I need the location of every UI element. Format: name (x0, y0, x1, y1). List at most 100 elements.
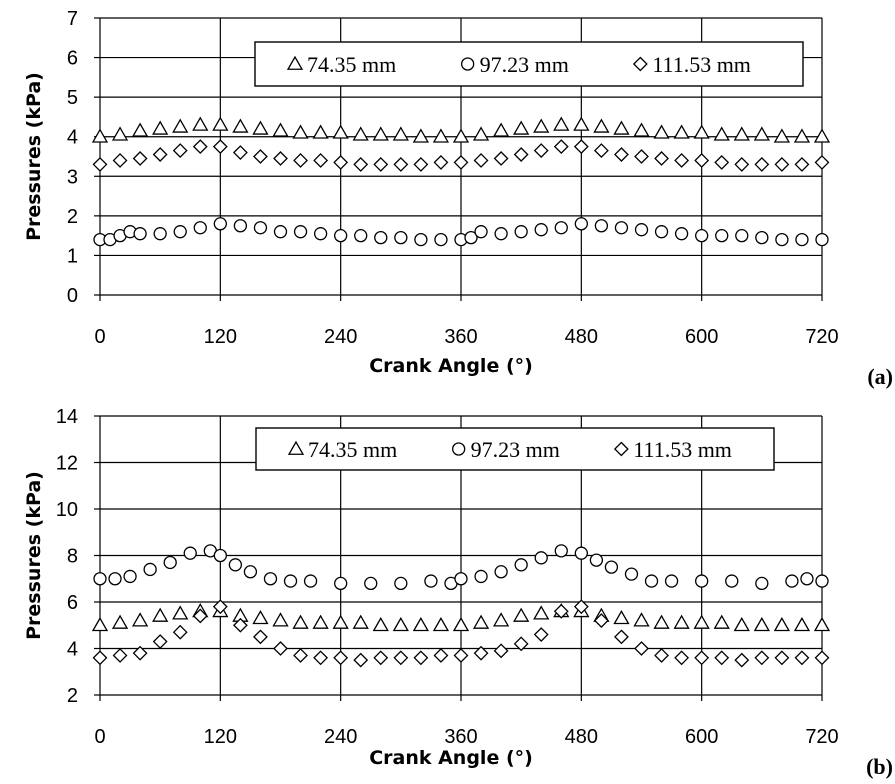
data-point-triangle (212, 116, 229, 131)
data-point-triangle (793, 616, 811, 632)
data-point-circle (514, 558, 528, 572)
data-point-diamond (794, 650, 810, 666)
y-tick-label: 6 (67, 48, 78, 70)
data-point-diamond (614, 629, 629, 645)
x-tick-label: 0 (94, 326, 105, 348)
data-point-diamond (132, 151, 148, 166)
data-point-diamond (172, 624, 188, 640)
data-point-diamond (92, 650, 108, 666)
data-point-diamond (273, 641, 288, 656)
chart-panel-b: 2 4 6 8 10 12 14 0 120 240 360 480 600 720 Crank Angle… (23, 406, 893, 779)
data-point-diamond (774, 156, 790, 172)
data-point-circle (534, 223, 548, 237)
data-point-triangle (332, 124, 349, 139)
data-point-diamond (373, 650, 389, 666)
data-point-circle (143, 562, 157, 577)
data-point-triangle (472, 614, 490, 629)
data-point-diamond (814, 650, 830, 666)
x-tick-label: 120 (204, 326, 237, 348)
y-tick-label: 6 (67, 592, 78, 614)
data-point-diamond (614, 147, 629, 162)
data-point-circle (123, 569, 137, 584)
data-point-diamond (634, 149, 649, 164)
data-point-circle (815, 232, 829, 247)
data-point-circle (574, 546, 588, 560)
y-tick-label: 2 (67, 206, 78, 228)
data-point-triangle (252, 609, 269, 625)
data-point-triangle (813, 128, 831, 143)
data-point-circle (725, 574, 739, 588)
data-point-triangle (492, 122, 510, 137)
data-point-diamond (433, 155, 449, 170)
data-point-triangle (753, 126, 770, 141)
data-point-diamond (734, 652, 750, 668)
data-point-circle (364, 576, 378, 591)
data-point-triangle (312, 614, 329, 629)
y-tick-label: 3 (67, 166, 78, 188)
y-axis-title: Pressures (kPa) (23, 471, 45, 640)
data-point-circle (695, 574, 709, 588)
legend-marker-diamond (632, 56, 648, 72)
data-point-triangle (91, 128, 109, 143)
data-point-triangle (653, 124, 670, 139)
data-point-diamond (172, 143, 188, 158)
data-point-circle (800, 572, 814, 586)
data-point-circle (464, 230, 478, 245)
y-tick-label: 2 (67, 685, 78, 707)
data-point-diamond (112, 648, 128, 663)
y-tick-label: 10 (56, 499, 78, 521)
data-point-diamond (473, 645, 489, 661)
data-point-circle (374, 230, 388, 245)
data-point-diamond (413, 650, 429, 666)
data-point-triangle (472, 126, 490, 141)
y-tick-label: 0 (67, 285, 78, 307)
data-point-diamond (253, 629, 268, 645)
data-point-triangle (673, 124, 690, 139)
data-point-circle (173, 225, 187, 239)
data-point-triangle (131, 612, 149, 627)
data-point-circle (695, 228, 709, 243)
data-point-circle (614, 221, 629, 235)
y-tick-label: 5 (67, 87, 78, 109)
x-tick-label: 600 (685, 726, 718, 748)
data-point-circle (163, 555, 177, 570)
data-point-diamond (493, 151, 509, 166)
legend-marker-diamond (613, 441, 629, 457)
data-point-diamond (674, 650, 690, 666)
data-point-triangle (613, 120, 630, 135)
data-point-circle (108, 572, 122, 586)
data-point-triangle (272, 612, 289, 627)
legend-box (255, 427, 775, 471)
legend-box (254, 41, 804, 87)
data-point-circle (233, 219, 248, 233)
data-point-circle (153, 227, 167, 241)
x-tick-label: 240 (324, 326, 357, 348)
data-point-circle (594, 219, 609, 233)
data-point-diamond (413, 156, 429, 172)
data-point-triangle (553, 116, 570, 131)
data-point-circle (283, 574, 298, 588)
data-point-diamond (553, 603, 569, 619)
data-point-triangle (753, 616, 770, 632)
data-point-circle (494, 227, 508, 241)
data-point-circle (589, 553, 604, 567)
y-axis-title: Pressures (kPa) (23, 72, 45, 241)
data-point-diamond (573, 599, 589, 615)
data-point-circle (133, 227, 147, 241)
data-point-diamond (92, 156, 108, 172)
data-point-triangle (713, 614, 730, 629)
data-point-circle (243, 565, 258, 579)
data-point-circle (494, 565, 508, 579)
data-point-diamond (353, 652, 369, 668)
data-point-circle (93, 572, 107, 586)
data-point-triangle (613, 609, 630, 625)
data-point-circle (755, 576, 769, 591)
data-point-diamond (453, 648, 469, 663)
data-point-diamond (513, 636, 529, 652)
data-point-circle (554, 221, 568, 235)
data-point-circle (775, 232, 789, 247)
data-point-circle (624, 567, 639, 581)
data-point-triangle (91, 616, 109, 632)
data-point-triangle (593, 118, 610, 133)
data-point-diamond (393, 156, 409, 172)
